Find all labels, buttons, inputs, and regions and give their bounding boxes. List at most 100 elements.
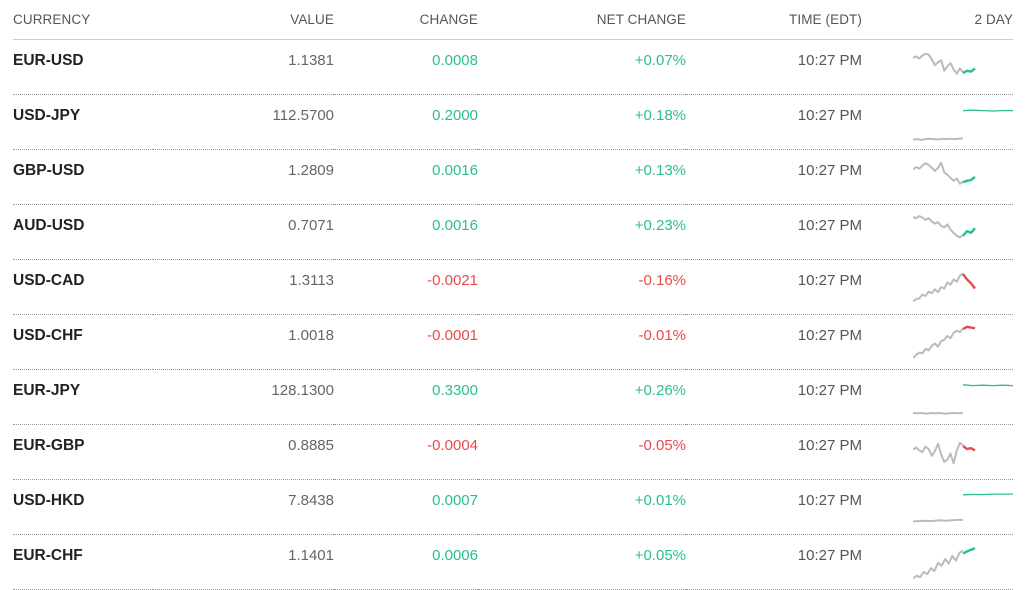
time-value-cell: 10:27 PM <box>686 424 862 480</box>
currency-symbol-link-cell: EUR-JPY <box>13 369 153 425</box>
change-value: 0.0007 <box>432 492 478 509</box>
change-value-cell: 0.0016 <box>334 149 478 205</box>
sparkline-cell <box>862 479 1013 535</box>
rate-value-cell: 112.5700 <box>153 94 334 150</box>
change-value: 0.2000 <box>432 107 478 124</box>
net-change-value: -0.16% <box>638 272 686 289</box>
table-row[interactable]: AUD-USD 0.7071 0.0016 +0.23% 10:27 PM <box>13 204 1013 260</box>
table-row[interactable]: EUR-USD 1.1381 0.0008 +0.07% 10:27 PM <box>13 39 1013 95</box>
table-row[interactable]: USD-JPY 112.5700 0.2000 +0.18% 10:27 PM <box>13 94 1013 150</box>
currency-symbol-link[interactable]: USD-JPY <box>13 107 81 124</box>
table-row[interactable]: USD-CHF 1.0018 -0.0001 -0.01% 10:27 PM <box>13 314 1013 370</box>
header-time[interactable]: TIME (EDT) <box>686 0 862 40</box>
time-value: 10:27 PM <box>797 272 862 289</box>
change-value: -0.0021 <box>427 272 478 289</box>
change-value: 0.0006 <box>432 547 478 564</box>
net-change-value-cell: -0.01% <box>478 314 686 370</box>
currency-symbol-link[interactable]: GBP-USD <box>13 162 85 179</box>
two-day-sparkline <box>913 109 1013 141</box>
header-value[interactable]: VALUE <box>153 0 334 40</box>
rate-value-cell: 7.8438 <box>153 479 334 535</box>
sparkline-today-line <box>962 273 976 290</box>
sparkline-cell <box>862 204 1013 260</box>
currency-symbol-link[interactable]: EUR-CHF <box>13 547 83 564</box>
currency-symbol-link-cell: AUD-USD <box>13 204 153 260</box>
rate-value: 1.0018 <box>288 327 334 344</box>
time-value-cell: 10:27 PM <box>686 369 862 425</box>
time-value-cell: 10:27 PM <box>686 259 862 315</box>
table-row[interactable]: EUR-JPY 128.1300 0.3300 +0.26% 10:27 PM <box>13 369 1013 425</box>
time-value: 10:27 PM <box>797 52 862 69</box>
two-day-sparkline <box>913 52 976 75</box>
header-2-day: 2 DAY <box>862 0 1013 40</box>
rate-value: 1.1401 <box>288 547 334 564</box>
currency-symbol-link-cell: EUR-USD <box>13 39 153 95</box>
header-net-change[interactable]: NET CHANGE <box>478 0 686 40</box>
sparkline-cell <box>862 149 1013 205</box>
change-value: 0.0008 <box>432 52 478 69</box>
net-change-value: +0.01% <box>634 492 686 509</box>
two-day-sparkline <box>913 161 976 185</box>
table-body: EUR-USD 1.1381 0.0008 +0.07% 10:27 PM USD-JPY… <box>13 39 1013 590</box>
sparkline-today-line <box>962 325 976 331</box>
two-day-sparkline <box>913 493 1013 523</box>
change-value-cell: 0.0008 <box>334 39 478 95</box>
sparkline-cell <box>862 424 1013 480</box>
sparkline-history-line <box>913 215 964 239</box>
table-row[interactable]: USD-HKD 7.8438 0.0007 +0.01% 10:27 PM <box>13 479 1013 535</box>
time-value-cell: 10:27 PM <box>686 204 862 260</box>
sparkline-today-line <box>962 547 976 555</box>
time-value: 10:27 PM <box>797 547 862 564</box>
time-value-cell: 10:27 PM <box>686 94 862 150</box>
table-row[interactable]: GBP-USD 1.2809 0.0016 +0.13% 10:27 PM <box>13 149 1013 205</box>
currency-symbol-link[interactable]: EUR-USD <box>13 52 84 69</box>
change-value: 0.3300 <box>432 382 478 399</box>
currency-symbol-link-cell: USD-HKD <box>13 479 153 535</box>
net-change-value: +0.05% <box>634 547 686 564</box>
rate-value: 0.8885 <box>288 437 334 454</box>
time-value-cell: 10:27 PM <box>686 479 862 535</box>
rate-value: 1.2809 <box>288 162 334 179</box>
currency-symbol-link[interactable]: EUR-GBP <box>13 437 85 454</box>
sparkline-history-line <box>913 137 964 141</box>
rate-value-cell: 1.1401 <box>153 534 334 590</box>
two-day-sparkline <box>913 547 976 580</box>
sparkline-cell <box>862 94 1013 150</box>
change-value-cell: 0.3300 <box>334 369 478 425</box>
currency-symbol-link[interactable]: AUD-USD <box>13 217 85 234</box>
currency-symbol-link[interactable]: USD-HKD <box>13 492 85 509</box>
net-change-value-cell: +0.05% <box>478 534 686 590</box>
change-value: 0.0016 <box>432 217 478 234</box>
currency-symbol-link[interactable]: USD-CHF <box>13 327 83 344</box>
table-row[interactable]: EUR-GBP 0.8885 -0.0004 -0.05% 10:27 PM <box>13 424 1013 480</box>
time-value-cell: 10:27 PM <box>686 149 862 205</box>
time-value-cell: 10:27 PM <box>686 314 862 370</box>
change-value-cell: -0.0021 <box>334 259 478 315</box>
table-row[interactable]: EUR-CHF 1.1401 0.0006 +0.05% 10:27 PM <box>13 534 1013 590</box>
currency-table: CURRENCY VALUE CHANGE NET CHANGE TIME (E… <box>13 0 1013 590</box>
header-currency[interactable]: CURRENCY <box>13 0 153 40</box>
net-change-value-cell: +0.26% <box>478 369 686 425</box>
time-value-cell: 10:27 PM <box>686 39 862 95</box>
currency-symbol-link[interactable]: USD-CAD <box>13 272 85 289</box>
sparkline-history-line <box>913 518 963 523</box>
sparkline-today-line <box>962 109 1013 112</box>
sparkline-cell <box>862 314 1013 370</box>
net-change-value-cell: -0.05% <box>478 424 686 480</box>
sparkline-history-line <box>913 549 964 580</box>
change-value-cell: 0.0007 <box>334 479 478 535</box>
time-value-cell: 10:27 PM <box>686 534 862 590</box>
table-header-row: CURRENCY VALUE CHANGE NET CHANGE TIME (E… <box>13 0 1013 40</box>
change-value: 0.0016 <box>432 162 478 179</box>
currency-symbol-link-cell: EUR-GBP <box>13 424 153 480</box>
rate-value: 1.1381 <box>288 52 334 69</box>
change-value: -0.0001 <box>427 327 478 344</box>
net-change-value: +0.26% <box>634 382 686 399</box>
table-row[interactable]: USD-CAD 1.3113 -0.0021 -0.16% 10:27 PM <box>13 259 1013 315</box>
header-change[interactable]: CHANGE <box>334 0 478 40</box>
rate-value-cell: 0.8885 <box>153 424 334 480</box>
rate-value: 0.7071 <box>288 217 334 234</box>
currency-symbol-link-cell: USD-CAD <box>13 259 153 315</box>
currency-symbol-link[interactable]: EUR-JPY <box>13 382 81 399</box>
net-change-value-cell: +0.13% <box>478 149 686 205</box>
